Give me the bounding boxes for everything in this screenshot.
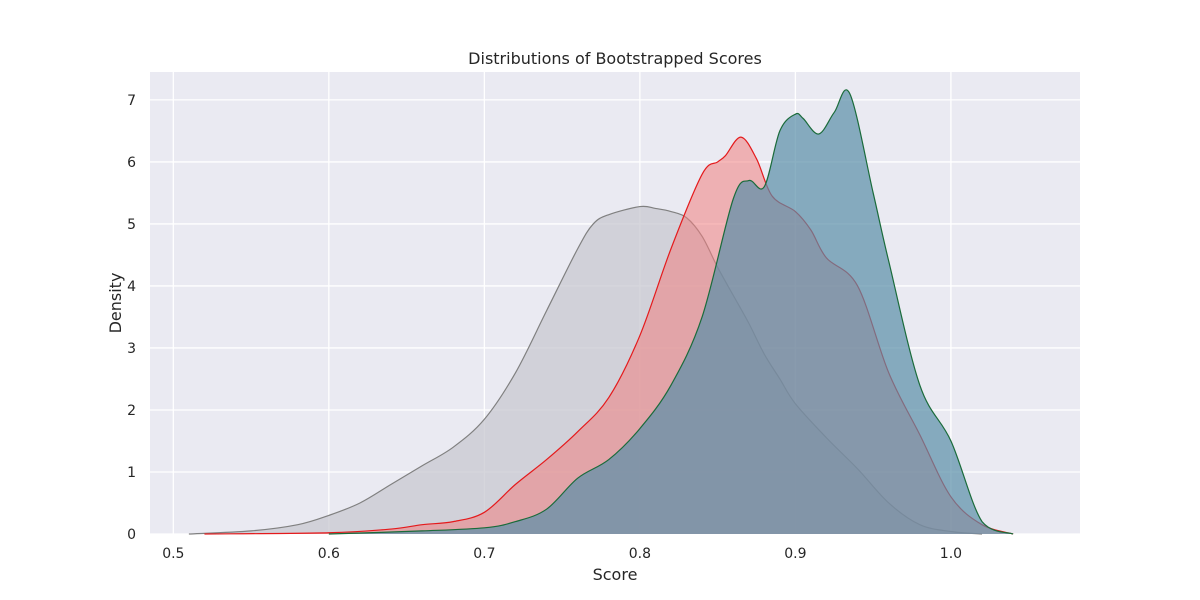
x-tick-label: 0.9 xyxy=(784,546,806,562)
x-tick-label: 1.0 xyxy=(940,546,962,562)
density-series-3 xyxy=(328,89,1014,535)
y-tick-label: 4 xyxy=(127,279,136,295)
y-tick-label: 7 xyxy=(127,93,136,109)
y-tick-label: 2 xyxy=(127,403,136,419)
x-tick-labels: 0.5 0.6 0.7 0.8 0.9 1.0 xyxy=(162,546,962,562)
density-fill-3 xyxy=(328,89,1014,535)
density-line-3 xyxy=(328,89,1014,535)
y-tick-labels: 0 1 2 3 4 5 6 7 xyxy=(127,93,136,543)
y-tick-label: 5 xyxy=(127,217,136,233)
x-tick-label: 0.5 xyxy=(162,546,184,562)
chart-title: Distributions of Bootstrapped Scores xyxy=(468,49,762,68)
density-areas xyxy=(188,89,1014,535)
y-tick-label: 0 xyxy=(127,527,136,543)
x-axis-label: Score xyxy=(593,565,638,584)
x-tick-label: 0.8 xyxy=(629,546,651,562)
x-tick-label: 0.7 xyxy=(473,546,495,562)
y-axis-label: Density xyxy=(106,273,125,334)
x-tick-label: 0.6 xyxy=(318,546,340,562)
y-tick-label: 1 xyxy=(127,465,136,481)
y-tick-label: 3 xyxy=(127,341,136,357)
y-tick-label: 6 xyxy=(127,155,136,171)
